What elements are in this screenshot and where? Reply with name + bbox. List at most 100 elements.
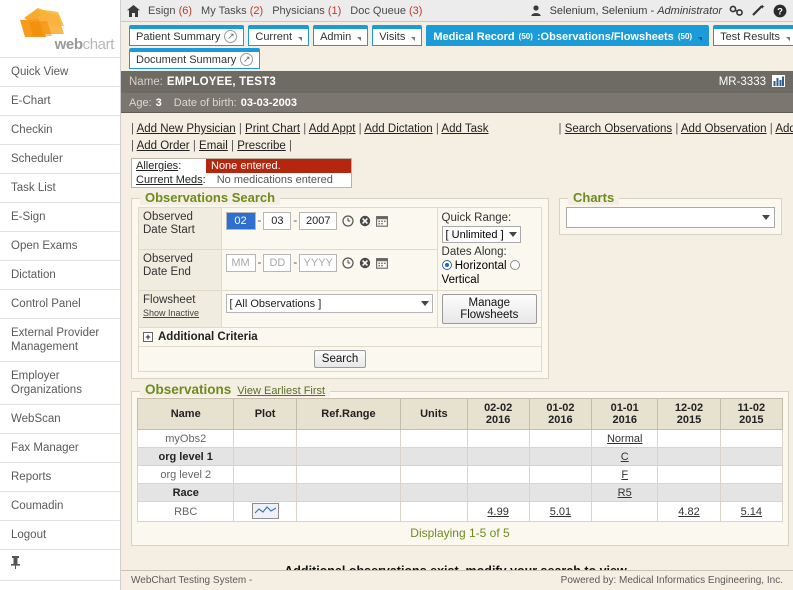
topbar-link-physicians[interactable]: Physicians (1) (272, 5, 341, 17)
sidebar-item-coumadin[interactable]: Coumadin (0, 492, 120, 521)
row-value-2[interactable]: 5.01 (528, 501, 593, 522)
sidebar-item-e-sign[interactable]: E-Sign (0, 203, 120, 232)
clear-icon[interactable] (359, 257, 371, 269)
link-add-new-physician[interactable]: Add New Physician (136, 123, 236, 135)
table-row[interactable]: Race R5 (136, 483, 784, 502)
search-button[interactable]: Search (313, 350, 367, 368)
tab-medical-record-observations-flowsheets[interactable]: Medical Record (50):Observations/Flowshee… (426, 25, 710, 46)
observation-value-link[interactable]: R5 (617, 486, 632, 499)
calendar-icon[interactable] (376, 257, 389, 269)
clear-icon[interactable] (359, 215, 371, 227)
calendar-icon[interactable] (376, 215, 389, 227)
sidebar-item-fax-manager[interactable]: Fax Manager (0, 434, 120, 463)
flowsheet-select[interactable]: [ All Observations ] (225, 294, 433, 313)
tab-patient-summary[interactable]: Patient Summary ↗ (129, 25, 245, 46)
sidebar-item-reports[interactable]: Reports (0, 463, 120, 492)
topbar-link-esign[interactable]: Esign (6) (148, 5, 192, 17)
expand-plus-icon[interactable]: + (143, 332, 153, 342)
observation-value-link[interactable]: F (621, 468, 629, 481)
start-date-year-input[interactable]: 2007 (299, 212, 338, 230)
key-icon[interactable] (729, 4, 744, 17)
sidebar-item-checkin[interactable]: Checkin (0, 116, 120, 145)
clock-icon[interactable] (342, 215, 354, 227)
link-prescribe[interactable]: Prescribe (237, 140, 286, 152)
row-value-3[interactable]: C (591, 447, 659, 466)
sidebar-item-quick-view[interactable]: Quick View (0, 58, 120, 87)
link-add-order[interactable]: Add Order (136, 140, 190, 152)
additional-criteria-cell[interactable]: + Additional Criteria (138, 327, 542, 347)
tab-visits[interactable]: Visits (372, 25, 423, 46)
plot-chart-icon[interactable] (251, 503, 279, 519)
table-row[interactable]: org level 2 F (136, 465, 784, 484)
column-header-date-5[interactable]: 11-02 2015 (719, 398, 784, 430)
observation-value-link[interactable]: 4.99 (487, 505, 509, 518)
column-header-plot[interactable]: Plot (233, 398, 297, 430)
observation-value-link[interactable]: 5.01 (549, 505, 572, 518)
current-meds-link[interactable]: Current Meds (136, 174, 203, 186)
topbar-link-my-tasks[interactable]: My Tasks (2) (201, 5, 263, 17)
column-header-date-1[interactable]: 02-02 2016 (466, 398, 530, 430)
link-print-chart[interactable]: Print Chart (245, 123, 301, 135)
column-header-date-4[interactable]: 12-02 2015 (657, 398, 721, 430)
link-add-dictation[interactable]: Add Dictation (364, 123, 433, 135)
link-search-observations[interactable]: Search Observations (564, 123, 673, 135)
start-date-day-input[interactable]: 03 (263, 212, 292, 230)
sidebar-item-logout[interactable]: Logout (0, 521, 120, 550)
row-value-3[interactable]: Normal (591, 429, 659, 448)
sidebar-item-external-provider-management[interactable]: External Provider Management (0, 319, 120, 362)
observation-value-link[interactable]: C (620, 450, 629, 463)
tab-current[interactable]: Current (248, 25, 310, 46)
observation-value-link[interactable]: Normal (606, 432, 643, 445)
charts-select[interactable] (566, 207, 775, 228)
additional-criteria-toggle[interactable]: + Additional Criteria (143, 331, 537, 343)
link-add-observation[interactable]: Add Observation (680, 123, 767, 135)
wand-icon[interactable] (751, 4, 766, 17)
radio-vertical[interactable] (509, 260, 520, 270)
sidebar-pin-toggle[interactable] (0, 550, 120, 581)
table-row[interactable]: RBC 4.99 5.01 4.82 (136, 501, 784, 522)
end-date-day-input[interactable]: DD (263, 253, 292, 272)
tab-admin[interactable]: Admin (313, 25, 369, 46)
sidebar-item-open-exams[interactable]: Open Exams (0, 232, 120, 261)
topbar-link-doc-queue[interactable]: Doc Queue (3) (350, 5, 422, 17)
allergies-link[interactable]: Allergies (136, 160, 179, 172)
sidebar-item-e-chart[interactable]: E-Chart (0, 87, 120, 116)
view-earliest-first-link[interactable]: View Earliest First (237, 385, 326, 397)
help-icon[interactable]: ? (773, 4, 787, 18)
link-email[interactable]: Email (199, 140, 228, 152)
row-value-1[interactable]: 4.99 (466, 501, 530, 522)
show-inactive-link[interactable]: Show Inactive (143, 308, 200, 318)
sidebar-item-scheduler[interactable]: Scheduler (0, 145, 120, 174)
current-user[interactable]: Selenium, Selenium - Administrator (550, 5, 722, 17)
link-add-document[interactable]: Add Document (775, 123, 793, 135)
link-add-task[interactable]: Add Task (441, 123, 489, 135)
sidebar-item-dictation[interactable]: Dictation (0, 261, 120, 290)
tab-test-results[interactable]: Test Results (713, 25, 793, 46)
table-row[interactable]: myObs2 Normal (136, 429, 784, 448)
row-value-3[interactable]: R5 (591, 483, 659, 502)
sidebar-item-employer-organizations[interactable]: Employer Organizations (0, 362, 120, 405)
end-date-month-input[interactable]: MM (225, 253, 256, 272)
radio-horizontal[interactable] (441, 260, 452, 270)
observation-value-link[interactable]: 5.14 (740, 505, 763, 518)
column-header-name[interactable]: Name (136, 398, 235, 430)
start-date-month-input[interactable]: 02 (225, 212, 256, 230)
sidebar-item-webscan[interactable]: WebScan (0, 405, 120, 434)
home-icon[interactable] (127, 4, 140, 17)
manage-flowsheets-button[interactable]: Manage Flowsheets (441, 294, 537, 324)
sidebar-item-control-panel[interactable]: Control Panel (0, 290, 120, 319)
column-header-date-3[interactable]: 01-01 2016 (591, 398, 659, 430)
column-header-ref-range[interactable]: Ref.Range (295, 398, 402, 430)
observation-value-link[interactable]: 4.82 (678, 505, 700, 518)
row-value-5[interactable]: 5.14 (719, 501, 784, 522)
column-header-units[interactable]: Units (400, 398, 468, 430)
quick-range-select[interactable]: [ Unlimited ] (441, 226, 521, 243)
table-row[interactable]: org level 1 C (136, 447, 784, 466)
column-header-date-2[interactable]: 01-02 2016 (528, 398, 593, 430)
clock-icon[interactable] (342, 256, 354, 269)
row-value-3[interactable]: F (591, 465, 659, 484)
end-date-year-input[interactable]: YYYY (299, 253, 338, 272)
sidebar-item-task-list[interactable]: Task List (0, 174, 120, 203)
tab-document-summary[interactable]: Document Summary ↗ (129, 48, 261, 69)
bar-chart-icon[interactable] (772, 74, 785, 90)
